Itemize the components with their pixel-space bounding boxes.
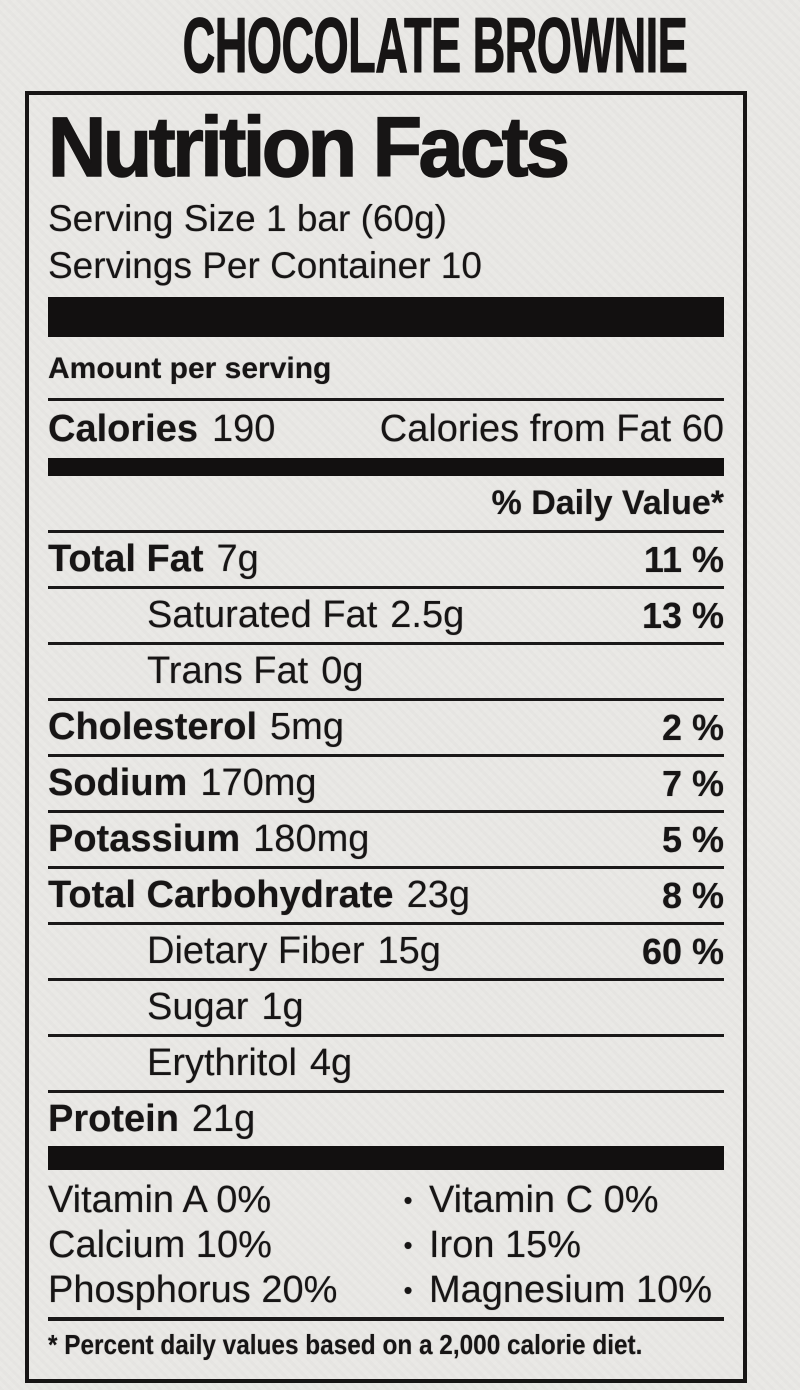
nutrient-row-protein: Protein 21g <box>48 1093 724 1146</box>
nutrient-left: Cholesterol 5mg <box>48 706 344 749</box>
nutrient-dv: 5 % <box>661 818 724 860</box>
nutrient-name: Sodium <box>48 762 188 804</box>
micronutrient-left: Calcium 10% <box>48 1224 272 1266</box>
micronutrient-right: Magnesium 10% <box>429 1269 713 1311</box>
separator <box>48 754 724 757</box>
separator <box>48 1090 724 1093</box>
amount-per-serving-label: Amount per serving <box>48 352 332 385</box>
serving-size: Serving Size 1 bar (60g) <box>48 198 447 239</box>
separator <box>48 642 724 645</box>
nutrient-row-trans-fat: Trans Fat 0g <box>48 645 724 698</box>
nutrient-left: Trans Fat 0g <box>48 650 363 693</box>
nutrient-amount: 2.5g <box>390 594 465 636</box>
divider-bar-protein <box>48 1146 724 1170</box>
nutrient-name: Protein <box>48 1098 179 1140</box>
separator <box>48 698 724 701</box>
nutrient-amount: 15g <box>377 930 441 972</box>
micronutrient-row-3: Phosphorus 20% • Magnesium 10% <box>48 1268 724 1313</box>
nutrient-dv: 60 % <box>641 930 724 972</box>
nutrient-dv: 11 % <box>643 538 724 580</box>
nutrient-name: Sugar <box>147 986 249 1028</box>
nutrient-name: Erythritol <box>147 1042 297 1084</box>
calories-left: Calories 190 <box>48 408 275 451</box>
panel-title: Nutrition Facts <box>47 100 570 194</box>
servings-per-container: Servings Per Container 10 <box>48 245 482 286</box>
divider-bar-calories <box>48 458 724 476</box>
nutrient-row-potassium: Potassium 180mg 5 % <box>48 813 724 866</box>
separator <box>48 922 724 925</box>
calories-value: 190 <box>211 408 276 450</box>
nutrient-amount: 4g <box>309 1042 353 1084</box>
product-title-text: CHOCOLATE BROWNIE <box>182 1 688 89</box>
daily-value-footnote: * Percent daily values based on a 2,000 … <box>48 1329 643 1360</box>
product-title: CHOCOLATE BROWNIE <box>0 0 800 89</box>
separator <box>48 810 724 813</box>
nutrient-row-erythritol: Erythritol 4g <box>48 1037 724 1090</box>
nutrient-row-sugar: Sugar 1g <box>48 981 724 1034</box>
nutrient-left: Saturated Fat 2.5g <box>48 594 464 637</box>
micronutrient-left: Phosphorus 20% <box>48 1269 338 1311</box>
micronutrient-left: Vitamin A 0% <box>48 1179 272 1221</box>
separator <box>48 586 724 589</box>
nutrient-name: Total Fat <box>48 538 204 580</box>
separator <box>48 398 724 401</box>
nutrient-row-total-carbohydrate: Total Carbohydrate 23g 8 % <box>48 869 724 922</box>
nutrient-row-cholesterol: Cholesterol 5mg 2 % <box>48 701 724 754</box>
nutrition-facts-panel: Nutrition Facts Serving Size 1 bar (60g)… <box>25 91 747 1383</box>
nutrient-left: Sodium 170mg <box>48 762 317 805</box>
nutrient-amount: 1g <box>261 986 304 1028</box>
nutrient-row-total-fat: Total Fat 7g 11 % <box>48 533 724 586</box>
nutrient-left: Total Fat 7g <box>48 538 259 581</box>
nutrient-name: Saturated Fat <box>147 594 378 636</box>
nutrient-left: Dietary Fiber 15g <box>48 930 441 973</box>
nutrient-amount: 5mg <box>270 706 344 748</box>
daily-value-header: % Daily Value* <box>491 484 724 522</box>
bullet-separator: • <box>403 1275 413 1305</box>
divider-bar-top <box>48 297 724 337</box>
nutrient-left: Sugar 1g <box>48 986 304 1029</box>
nutrient-dv: 13 % <box>641 594 724 636</box>
micronutrients-section: Vitamin A 0% • Vitamin C 0% Calcium 10% … <box>48 1178 724 1313</box>
nutrient-amount: 21g <box>191 1098 256 1140</box>
calories-from-fat: Calories from Fat 60 <box>379 408 724 450</box>
separator <box>48 866 724 869</box>
nutrient-left: Protein 21g <box>48 1098 255 1141</box>
nutrient-amount: 0g <box>321 650 364 692</box>
nutrient-amount: 180mg <box>253 818 370 860</box>
nutrient-left: Erythritol 4g <box>48 1042 352 1085</box>
micronutrient-right: Vitamin C 0% <box>429 1179 659 1221</box>
micronutrient-right: Iron 15% <box>429 1224 582 1266</box>
nutrient-dv: 8 % <box>661 874 724 916</box>
nutrient-dv: 7 % <box>661 762 724 804</box>
nutrient-name: Trans Fat <box>147 650 309 692</box>
bullet-separator: • <box>403 1230 413 1260</box>
nutrient-row-sodium: Sodium 170mg 7 % <box>48 757 724 810</box>
nutrient-amount: 7g <box>216 538 259 580</box>
nutrient-left: Potassium 180mg <box>48 818 369 861</box>
nutrient-amount: 23g <box>406 874 470 916</box>
micronutrient-row-2: Calcium 10% • Iron 15% <box>48 1223 724 1268</box>
nutrient-name: Cholesterol <box>48 706 258 748</box>
nutrient-amount: 170mg <box>200 762 317 804</box>
nutrient-row-saturated-fat: Saturated Fat 2.5g 13 % <box>48 589 724 642</box>
bullet-separator: • <box>403 1185 413 1215</box>
nutrient-name: Potassium <box>48 818 241 860</box>
nutrient-left: Total Carbohydrate 23g <box>48 874 470 917</box>
separator <box>48 978 724 981</box>
nutrient-row-dietary-fiber: Dietary Fiber 15g 60 % <box>48 925 724 978</box>
separator-footnote <box>48 1317 724 1321</box>
micronutrient-row-1: Vitamin A 0% • Vitamin C 0% <box>48 1178 724 1223</box>
nutrient-name: Dietary Fiber <box>147 930 365 972</box>
separator <box>48 530 724 533</box>
calories-label: Calories <box>48 408 198 450</box>
nutrient-dv: 2 % <box>661 706 724 748</box>
separator <box>48 1034 724 1037</box>
calories-row: Calories 190 Calories from Fat 60 <box>48 401 724 458</box>
nutrient-name: Total Carbohydrate <box>48 874 394 916</box>
